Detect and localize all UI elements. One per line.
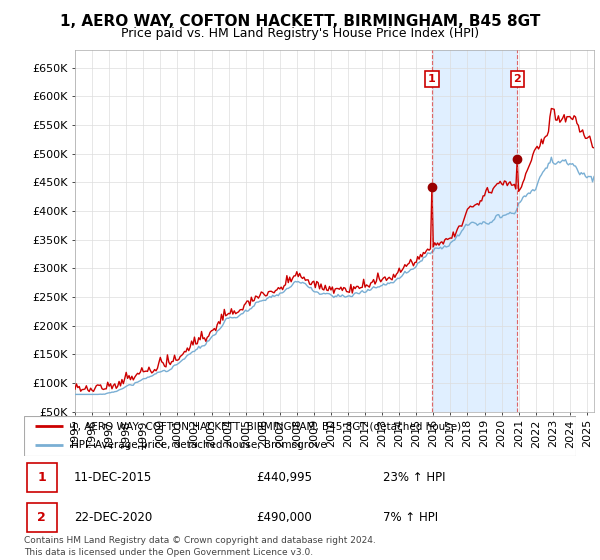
Text: £490,000: £490,000 (256, 511, 311, 524)
Text: 2: 2 (37, 511, 46, 524)
Text: 22-DEC-2020: 22-DEC-2020 (74, 511, 152, 524)
Text: Contains HM Land Registry data © Crown copyright and database right 2024.
This d: Contains HM Land Registry data © Crown c… (24, 536, 376, 557)
Text: HPI: Average price, detached house, Bromsgrove: HPI: Average price, detached house, Brom… (71, 440, 326, 450)
Text: 11-DEC-2015: 11-DEC-2015 (74, 471, 152, 484)
Text: 2: 2 (514, 74, 521, 84)
Text: 23% ↑ HPI: 23% ↑ HPI (383, 471, 445, 484)
Text: 1, AERO WAY, COFTON HACKETT, BIRMINGHAM, B45 8GT: 1, AERO WAY, COFTON HACKETT, BIRMINGHAM,… (60, 14, 540, 29)
Text: 1: 1 (37, 471, 46, 484)
Text: Price paid vs. HM Land Registry's House Price Index (HPI): Price paid vs. HM Land Registry's House … (121, 27, 479, 40)
Bar (432, 50, 517, 412)
FancyBboxPatch shape (27, 503, 57, 532)
Text: 1, AERO WAY, COFTON HACKETT, BIRMINGHAM, B45 8GT (detached house): 1, AERO WAY, COFTON HACKETT, BIRMINGHAM,… (71, 421, 461, 431)
Text: 1: 1 (428, 74, 436, 84)
Text: 7% ↑ HPI: 7% ↑ HPI (383, 511, 438, 524)
Text: £440,995: £440,995 (256, 471, 312, 484)
FancyBboxPatch shape (27, 463, 57, 492)
